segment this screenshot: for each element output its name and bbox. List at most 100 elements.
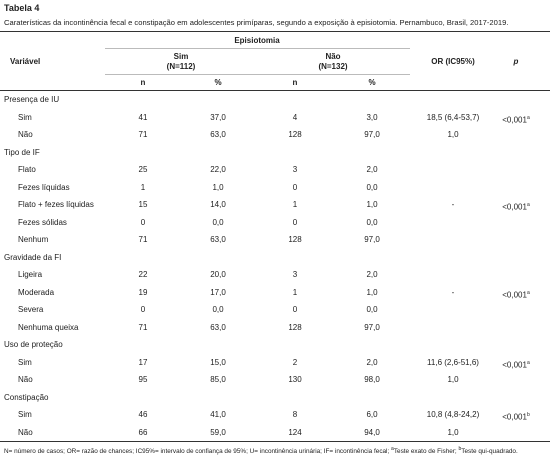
cell: 0: [292, 182, 298, 192]
group-line: [105, 48, 410, 49]
p-value-text: <0,001: [502, 360, 527, 370]
cell: 63,0: [210, 322, 226, 332]
odds-ratio: 1,0: [447, 427, 459, 437]
row-label: Sim: [18, 357, 32, 367]
section-label: Presença de IU: [4, 95, 60, 104]
subheader: n: [140, 78, 146, 87]
cell: 128: [288, 322, 302, 332]
cell: 3: [292, 270, 298, 279]
cell: 6,0: [366, 410, 378, 419]
p-value-text: <0,001: [502, 115, 527, 125]
subheader: %: [214, 78, 222, 87]
p-value-text: <0,001: [502, 202, 527, 212]
cell: 98,0: [364, 375, 380, 384]
odds-ratio: 18,5 (6,4-53,7): [426, 112, 480, 122]
cell: 59,0: [210, 427, 226, 437]
row-label: Flato + fezes líquidas: [18, 200, 94, 209]
cell: 2,0: [366, 357, 378, 367]
cell: 85,0: [210, 375, 226, 384]
cell: 66: [138, 427, 148, 437]
cell: 0: [292, 305, 298, 314]
row-label: Ligeira: [18, 270, 43, 279]
cell: 0: [292, 217, 298, 227]
cell: 17,0: [210, 287, 226, 297]
footnote-text: Teste qui-quadrado.: [461, 448, 518, 455]
cell: 19: [138, 287, 148, 297]
cell: 0,0: [366, 305, 378, 314]
row-label: Não: [18, 130, 33, 139]
subheader: %: [368, 78, 376, 87]
cell: 0,0: [366, 182, 378, 192]
cell: 14,0: [210, 200, 226, 209]
cell: 22: [138, 270, 148, 279]
footnote-mark: b: [458, 446, 462, 452]
footnote-text: Teste exato de Fisher;: [393, 448, 459, 455]
cell: 2: [292, 357, 298, 367]
odds-ratio: 10,8 (4,8-24,2): [426, 410, 480, 419]
cell: 15,0: [210, 357, 226, 367]
row-label: Fezes sólidas: [18, 217, 67, 227]
row-label: Não: [18, 427, 33, 437]
cell: 1,0: [366, 287, 378, 297]
cell: 8: [292, 410, 298, 419]
cell: 97,0: [364, 130, 380, 139]
cell: 71: [138, 130, 148, 139]
row-label: Flato: [18, 165, 36, 174]
section-label: Uso de proteção: [4, 340, 63, 349]
cell: 97,0: [364, 235, 380, 244]
table-caption: Caraterísticas da incontinência fecal e …: [4, 18, 509, 27]
row-label: Severa: [18, 305, 44, 314]
p-value-text: <0,001: [502, 412, 527, 422]
header-no: Não: [325, 52, 341, 61]
p-note: a: [526, 114, 530, 121]
odds-ratio: -: [451, 200, 455, 209]
row-label: Nenhum: [18, 235, 49, 244]
header-yes: Sim: [173, 52, 189, 61]
odds-ratio: 1,0: [447, 130, 459, 139]
odds-ratio: 11,6 (2,6-51,6): [427, 357, 479, 367]
cell: 46: [138, 410, 148, 419]
bottom-rule: [0, 441, 550, 442]
cell: 41,0: [210, 410, 226, 419]
subheader: n: [292, 78, 298, 87]
cell: 0,0: [366, 217, 378, 227]
footnote-text: N= número de casos; OR= razão de chances…: [4, 448, 392, 455]
cell: 124: [288, 427, 302, 437]
cell: 17: [138, 357, 148, 367]
p-value: <0,001a: [502, 358, 529, 371]
row-label: Não: [18, 375, 33, 384]
cell: 71: [138, 235, 148, 244]
cell: 3,0: [366, 112, 378, 122]
cell: 22,0: [210, 165, 226, 174]
cell: 0: [140, 305, 146, 314]
cell: 37,0: [210, 112, 226, 122]
section-label: Gravidade da FI: [4, 252, 62, 262]
section-label: Tipo de IF: [4, 147, 40, 157]
cell: 1,0: [212, 182, 224, 192]
cell: 15: [138, 200, 148, 209]
cell: 20,0: [210, 270, 226, 279]
odds-ratio: -: [451, 287, 455, 297]
cell: 63,0: [210, 130, 226, 139]
cell: 97,0: [364, 322, 380, 332]
p-value: <0,001a: [502, 113, 529, 126]
footnote-mark: a: [391, 446, 394, 452]
row-label: Sim: [18, 112, 32, 122]
p-value: <0,001a: [502, 288, 529, 301]
cell: 94,0: [364, 427, 380, 437]
p-value-text: <0,001: [502, 290, 527, 300]
header-or: OR (IC95%): [431, 57, 475, 66]
cell: 128: [288, 235, 302, 244]
cell: 0,0: [212, 305, 224, 314]
row-label: Fezes líquidas: [18, 182, 70, 192]
p-value: <0,001a: [502, 200, 529, 213]
row-label: Sim: [18, 410, 32, 419]
row-label: Nenhuma queixa: [18, 322, 79, 332]
odds-ratio: 1,0: [447, 375, 459, 384]
cell: 1,0: [366, 200, 378, 209]
cell: 95: [138, 375, 148, 384]
cell: 4: [292, 112, 298, 122]
p-note: a: [526, 289, 530, 296]
subheader-line: [105, 74, 410, 75]
